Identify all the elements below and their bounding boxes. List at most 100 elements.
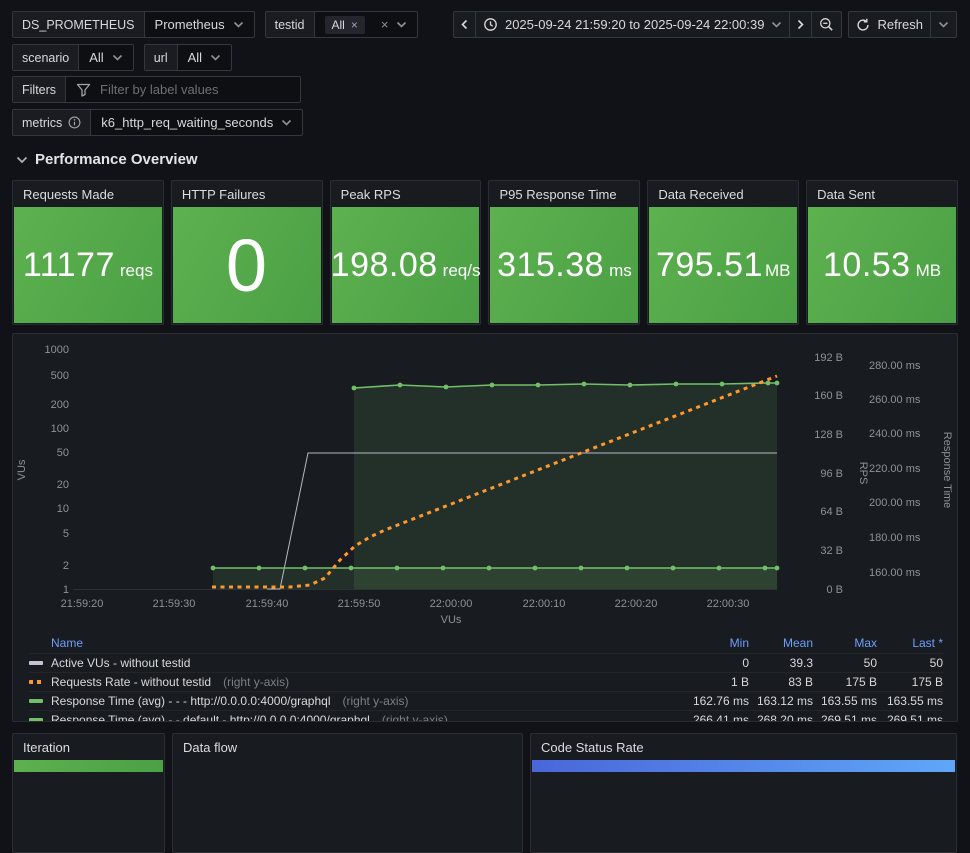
- legend-row-active-vus: Active VUs - without testid 0 39.3 50 50: [29, 653, 943, 672]
- clear-all-icon[interactable]: ×: [380, 17, 389, 32]
- funnel-icon: [76, 83, 91, 97]
- panel-title[interactable]: Peak RPS: [340, 186, 401, 202]
- series-requests-rate: [212, 374, 778, 589]
- legend-header-max[interactable]: Max: [854, 636, 877, 650]
- section-performance-overview[interactable]: Performance Overview: [16, 151, 198, 168]
- legend-header-mean[interactable]: Mean: [782, 636, 813, 650]
- svg-text:128 B: 128 B: [814, 429, 843, 441]
- panel-title[interactable]: P95 Response Time: [499, 186, 617, 202]
- legend-row-response-time-http: Response Time (avg) - - - http://0.0.0.0…: [29, 691, 943, 710]
- panel-title[interactable]: Code Status Rate: [541, 739, 644, 755]
- scenario-filter[interactable]: scenario All: [12, 44, 134, 71]
- svg-text:500: 500: [51, 370, 69, 382]
- panel-title[interactable]: Data flow: [183, 739, 238, 755]
- legend-max: 163.55 ms: [820, 694, 877, 708]
- stat-unit: req/s: [442, 260, 481, 280]
- stat-body: 11177 reqs: [14, 207, 162, 323]
- stat-body: 198.08 req/s: [330, 207, 481, 323]
- url-filter[interactable]: url All: [143, 44, 233, 71]
- legend-min: 0: [742, 656, 749, 670]
- refresh-interval-button[interactable]: [930, 11, 957, 38]
- legend-max: 50: [863, 656, 877, 670]
- legend-mean: 39.3: [789, 656, 813, 670]
- svg-text:180.00 ms: 180.00 ms: [869, 532, 921, 544]
- chip-remove-icon[interactable]: ×: [350, 17, 358, 32]
- stat-value: 198.08: [330, 245, 438, 284]
- chevron-right-icon: [797, 19, 805, 30]
- panel-title[interactable]: Requests Made: [23, 186, 115, 202]
- scenario-value[interactable]: All: [89, 50, 104, 65]
- legend-header-name[interactable]: Name: [51, 636, 84, 650]
- svg-text:260.00 ms: 260.00 ms: [869, 394, 921, 406]
- stat-unit: MB: [764, 260, 791, 280]
- panel-title[interactable]: Data Sent: [817, 186, 875, 202]
- metrics-value[interactable]: k6_http_req_waiting_seconds: [101, 115, 274, 130]
- stat-unit: reqs: [119, 260, 153, 280]
- svg-text:21:59:40: 21:59:40: [246, 598, 289, 610]
- legend-series-name[interactable]: Requests Rate - without testid: [51, 675, 212, 689]
- zoom-out-button[interactable]: [811, 11, 843, 38]
- section-title: Performance Overview: [35, 151, 198, 168]
- chevron-down-icon: [233, 21, 244, 28]
- chevron-down-icon[interactable]: [396, 21, 407, 28]
- chevron-down-icon: [16, 156, 28, 164]
- url-value[interactable]: All: [187, 50, 203, 65]
- time-back-button[interactable]: [452, 11, 476, 38]
- bottom-panel-row: Iteration Data flow Code Status Rate: [12, 733, 958, 853]
- series-swatch: [29, 661, 43, 665]
- refresh-icon: [856, 18, 870, 32]
- x-axis-label: VUs: [441, 614, 462, 626]
- points-response-time-http: [210, 565, 780, 571]
- stat-panel-peak-rps: Peak RPS 198.08 req/s: [329, 180, 482, 325]
- chevron-down-icon: [938, 21, 949, 28]
- legend-header-row: Name Min Mean Max Last *: [29, 633, 943, 653]
- legend-last: 175 B: [911, 675, 943, 689]
- timeseries-chart[interactable]: 1000 500 200 100 50 20 10 5 2 1 VUs 21:5…: [13, 334, 957, 626]
- metrics-picker[interactable]: metrics k6_http_req_waiting_seconds: [12, 109, 304, 136]
- legend-axis-note: (right y-axis): [342, 694, 409, 708]
- stat-panel-row: Requests Made 11177 reqs HTTP Failures 0 …: [12, 180, 958, 325]
- chevron-down-icon: [210, 54, 221, 61]
- svg-text:200: 200: [51, 399, 69, 411]
- toolbar-row-4: metrics k6_http_req_waiting_seconds: [12, 109, 304, 136]
- testid-label: testid: [265, 12, 315, 37]
- legend-mean: 268.20 ms: [756, 713, 813, 722]
- svg-text:21:59:50: 21:59:50: [338, 598, 381, 610]
- legend-header-min[interactable]: Min: [729, 636, 749, 650]
- datasource-value[interactable]: Prometheus: [154, 17, 225, 32]
- testid-filter[interactable]: testid All × ×: [264, 11, 419, 38]
- testid-chip[interactable]: All ×: [324, 15, 365, 34]
- series-active-vus: [267, 452, 777, 590]
- stat-panel-http-failures: HTTP Failures 0: [170, 180, 323, 325]
- y-axis-rps-label: RPS: [857, 462, 869, 485]
- legend-series-name[interactable]: Response Time (avg) - - default - http:/…: [51, 713, 370, 722]
- stat-body: 795.51 MB: [649, 207, 798, 323]
- filter-input[interactable]: [100, 82, 291, 97]
- svg-text:280.00 ms: 280.00 ms: [869, 360, 921, 372]
- zoom-out-icon: [819, 17, 834, 32]
- y-axis-rt-label: Response Time: [941, 432, 953, 508]
- stat-panel-data-received: Data Received 795.51 MB: [647, 180, 800, 325]
- stat-value: 11177: [22, 245, 115, 284]
- svg-text:10: 10: [57, 503, 69, 515]
- time-range-button[interactable]: 2025-09-24 21:59:20 to 2025-09-24 22:00:…: [474, 11, 791, 38]
- time-forward-button[interactable]: [789, 11, 813, 38]
- legend-row-response-time-default: Response Time (avg) - - default - http:/…: [29, 710, 943, 722]
- datasource-picker[interactable]: DS_PROMETHEUS Prometheus: [12, 11, 255, 38]
- y-axis-rt-ticks: 280.00 ms 260.00 ms 240.00 ms 220.00 ms …: [869, 360, 921, 579]
- legend-axis-note: (right y-axis): [381, 713, 448, 722]
- series-swatch: [29, 718, 43, 721]
- refresh-button[interactable]: Refresh: [848, 11, 931, 38]
- panel-title[interactable]: Data Received: [658, 186, 744, 202]
- svg-text:64 B: 64 B: [820, 506, 843, 518]
- svg-text:1: 1: [63, 584, 69, 596]
- metrics-label: metrics: [22, 115, 63, 130]
- panel-title[interactable]: Iteration: [23, 739, 70, 755]
- svg-text:240.00 ms: 240.00 ms: [869, 428, 921, 440]
- y-axis-left-label: VUs: [16, 459, 28, 480]
- legend-series-name[interactable]: Active VUs - without testid: [51, 656, 191, 670]
- panel-title[interactable]: HTTP Failures: [181, 186, 266, 202]
- svg-text:22:00:30: 22:00:30: [707, 598, 750, 610]
- legend-header-last[interactable]: Last *: [912, 636, 943, 650]
- legend-series-name[interactable]: Response Time (avg) - - - http://0.0.0.0…: [51, 694, 331, 708]
